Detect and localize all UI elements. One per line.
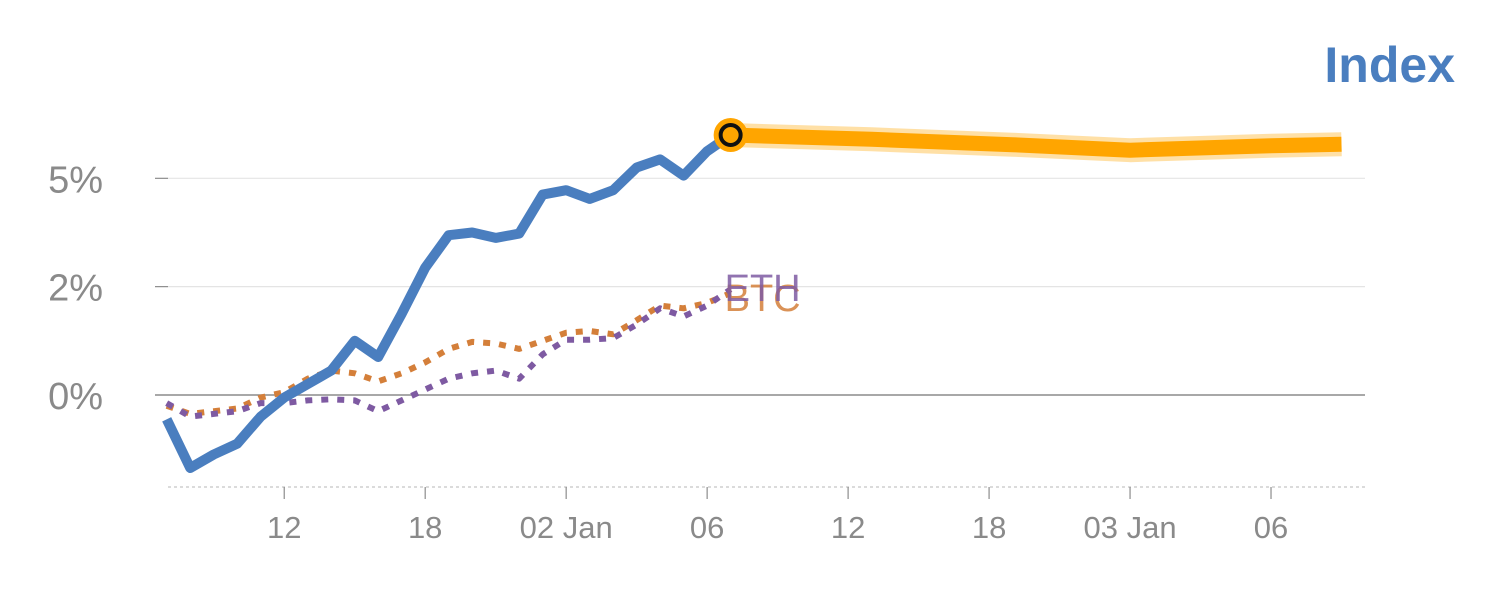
grid-layer bbox=[155, 177, 1365, 396]
series-label-btc: BTC bbox=[725, 278, 801, 320]
series-layer bbox=[162, 118, 1342, 473]
series-label-eth: ETH bbox=[725, 268, 801, 310]
x-tick-label: 18 bbox=[972, 510, 1006, 545]
x-tick-label: 18 bbox=[408, 510, 442, 545]
series-btc-line bbox=[165, 290, 732, 417]
y-tick-label: 0% bbox=[48, 376, 103, 418]
y-tick-label: 2% bbox=[48, 268, 103, 310]
x-tick-label: 03 Jan bbox=[1084, 510, 1177, 545]
x-tick-label: 02 Jan bbox=[520, 510, 613, 545]
series-index-line bbox=[162, 130, 734, 473]
projection-band bbox=[730, 127, 1342, 158]
y-tick-label: 5% bbox=[48, 159, 103, 201]
x-tick-label: 12 bbox=[831, 510, 865, 545]
series-eth-line bbox=[165, 286, 733, 420]
axis-layer: 0% 2% 5% 12 18 02 Jan 06 12 18 03 Jan 06 bbox=[48, 159, 1365, 545]
current-point-marker bbox=[718, 123, 743, 147]
x-tick-label: 12 bbox=[267, 510, 301, 545]
chart-title: Index bbox=[1324, 37, 1455, 93]
x-tick-label: 06 bbox=[690, 510, 724, 545]
x-tick-label: 06 bbox=[1254, 510, 1288, 545]
